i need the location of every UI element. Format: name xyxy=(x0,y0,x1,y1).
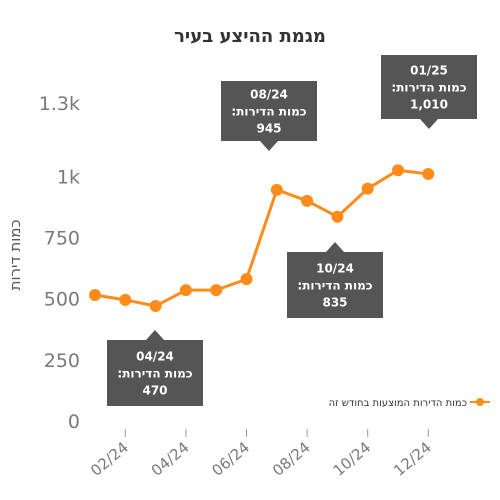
x-tick-label: 02/24 xyxy=(87,438,132,480)
callout-value: 470 xyxy=(142,384,167,398)
callout-label: כמות הדירות: xyxy=(297,279,372,293)
data-point xyxy=(361,182,374,195)
x-axis-ticks: 02/24 04/24 06/24 08/24 10/24 12/24 xyxy=(87,429,435,480)
data-point xyxy=(179,284,192,297)
callout-date: 10/24 xyxy=(316,262,354,276)
callout: 04/24 כמות הדירות: 470 xyxy=(107,330,203,406)
callout: 08/24 כמות הדירות: 945 xyxy=(221,81,317,151)
callout-label: כמות הדירות: xyxy=(231,105,306,119)
data-point xyxy=(331,210,344,223)
data-point xyxy=(392,164,404,177)
y-axis-ticks: 0 250 500 750 1k 1.3k xyxy=(39,93,80,433)
callout: 01/25 כמות הדירות: 1,010 xyxy=(381,55,477,129)
x-tick-label: 06/24 xyxy=(208,438,253,480)
callout-label: כמות הדירות: xyxy=(391,81,466,95)
callout-label: כמות הדירות: xyxy=(117,367,192,381)
callout-box xyxy=(287,252,383,318)
y-tick-label: 250 xyxy=(44,350,80,372)
data-point xyxy=(270,183,283,196)
callout-box xyxy=(107,340,203,406)
data-point xyxy=(119,293,132,306)
data-point xyxy=(149,300,162,313)
legend-label: כמות הדירות המוצעות בחודש זה xyxy=(329,398,467,409)
callout-date: 08/24 xyxy=(250,88,288,102)
x-tick-label: 08/24 xyxy=(269,438,314,480)
legend-swatch-marker xyxy=(476,398,484,406)
y-axis-label: כמות דירות xyxy=(6,220,24,291)
y-tick-label: 1.3k xyxy=(39,93,80,115)
callout-value: 835 xyxy=(322,296,347,310)
callout-value: 1,010 xyxy=(410,98,448,112)
callout-box xyxy=(221,81,317,141)
x-tick-label: 10/24 xyxy=(330,438,375,480)
callout-pointer xyxy=(420,119,438,129)
data-point xyxy=(89,289,101,302)
callout-pointer xyxy=(146,330,164,340)
callouts-layer: 04/24 כמות הדירות: 470 08/24 כמות הדירות: 945… xyxy=(107,55,477,406)
callout-date: 04/24 xyxy=(136,350,174,364)
callout: 10/24 כמות הדירות: 835 xyxy=(287,242,383,318)
x-tick-label: 12/24 xyxy=(390,438,435,480)
callout-date: 01/25 xyxy=(410,64,448,78)
callout-box xyxy=(381,55,477,119)
y-tick-label: 500 xyxy=(44,289,80,311)
y-tick-label: 750 xyxy=(44,228,80,250)
chart-title: מגמת ההיצע בעיר xyxy=(174,26,326,47)
legend: כמות הדירות המוצעות בחודש זה xyxy=(329,398,490,409)
callout-value: 945 xyxy=(256,122,281,136)
callout-pointer xyxy=(326,242,344,252)
data-point xyxy=(210,284,223,297)
x-tick-label: 04/24 xyxy=(148,438,193,480)
callout-pointer xyxy=(260,141,278,151)
series-layer xyxy=(89,164,435,313)
data-point xyxy=(422,167,435,180)
data-point xyxy=(301,194,314,207)
y-tick-label: 1k xyxy=(57,166,80,188)
data-point xyxy=(240,273,253,286)
y-tick-label: 0 xyxy=(68,411,80,433)
